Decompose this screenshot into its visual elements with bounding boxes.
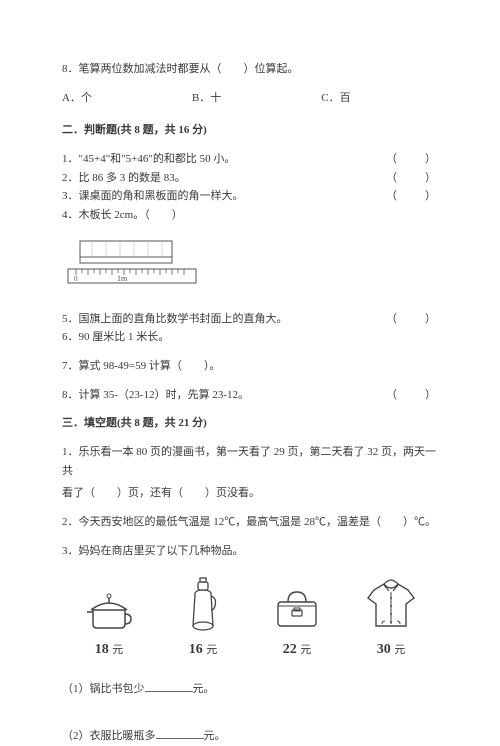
judge-1: 1．"45+4"和"5+46"的和都比 50 小。 （ ） [62, 150, 438, 169]
fill-1b: 看了（ ）页，还有（ ）页没看。 [62, 484, 438, 503]
question-8-text: 8．笔算两位数加减法时都要从（ ）位算起。 [62, 60, 438, 79]
opt-a: A．个 [62, 89, 92, 108]
ruler-1m-label: 1m [117, 274, 128, 283]
judge-8: 8．计算 35-（23-12）时，先算 23-12。 （ ） [62, 386, 438, 405]
opt-b: B．十 [192, 89, 221, 108]
thermos-price: 16 [189, 642, 203, 657]
yuan-unit: 元 [206, 644, 217, 656]
item-pot: 18 元 [69, 586, 149, 662]
sub-q1-text: （1）锅比书包少 [62, 683, 145, 695]
judge-2: 2．比 86 多 3 的数是 83。 （ ） [62, 169, 438, 188]
shirt-price: 30 [377, 642, 391, 657]
pot-price: 18 [95, 642, 109, 657]
fill-1a: 1．乐乐看一本 80 页的漫画书，第一天看了 29 页，第二天看了 32 页，两… [62, 443, 438, 480]
section-2-title: 二．判断题(共 8 题，共 16 分) [62, 121, 438, 140]
fill-3: 3．妈妈在商店里买了以下几种物品。 [62, 542, 438, 561]
judge-3: 3．课桌面的角和黑板面的角一样大。 （ ） [62, 187, 438, 206]
fill-2: 2．今天西安地区的最低气温是 12℃，最高气温是 28℃，温差是（ ）℃。 [62, 513, 438, 532]
judge-5: 5．国旗上面的直角比数学书封面上的直角大。 （ ） [62, 310, 438, 329]
judge-7: 7．算式 98-49=59 计算（ ）。 [62, 357, 438, 376]
judge-2-text: 2．比 86 多 3 的数是 83。 [62, 169, 386, 188]
yuan-unit: 元 [300, 644, 311, 656]
thermos-icon [183, 576, 223, 634]
item-bag: 22 元 [257, 584, 337, 662]
yuan-unit: 元 [394, 644, 405, 656]
bag-icon [268, 584, 326, 634]
sub-q2: （2）衣服比暖瓶多 元。 [62, 727, 438, 746]
pot-icon [77, 586, 141, 634]
sub-q1-unit: 元。 [193, 683, 215, 695]
judge-paren: （ ） [386, 310, 438, 329]
judge-3-text: 3．课桌面的角和黑板面的角一样大。 [62, 187, 386, 206]
svg-text:0: 0 [74, 275, 78, 283]
judge-paren: （ ） [386, 169, 438, 188]
judge-paren: （ ） [386, 187, 438, 206]
sub-q1: （1）锅比书包少 元。 [62, 680, 438, 699]
judge-1-text: 1．"45+4"和"5+46"的和都比 50 小。 [62, 150, 386, 169]
judge-6: 6．90 厘米比 1 米长。 [62, 328, 438, 347]
opt-c: C．百 [321, 89, 350, 108]
ruler-figure: 0 1m [62, 235, 438, 302]
judge-4: 4．木板长 2cm。（ ） [62, 206, 438, 225]
judge-paren: （ ） [386, 150, 438, 169]
sub-q2-text: （2）衣服比暖瓶多 [62, 730, 156, 742]
sub-q2-unit: 元。 [204, 730, 226, 742]
blank [156, 728, 204, 739]
question-8-options: A．个 B．十 C．百 [62, 89, 438, 108]
judge-5-text: 5．国旗上面的直角比数学书封面上的直角大。 [62, 310, 386, 329]
shirt-icon [360, 576, 422, 634]
yuan-unit: 元 [112, 644, 123, 656]
item-thermos: 16 元 [163, 576, 243, 662]
judge-paren: （ ） [386, 386, 438, 405]
section-3-title: 三．填空题(共 8 题，共 21 分) [62, 414, 438, 433]
blank [145, 681, 193, 692]
bag-price: 22 [283, 642, 297, 657]
item-shirt: 30 元 [351, 576, 431, 662]
items-row: 18 元 16 元 22 元 [62, 576, 438, 662]
judge-8-text: 8．计算 35-（23-12）时，先算 23-12。 [62, 386, 386, 405]
